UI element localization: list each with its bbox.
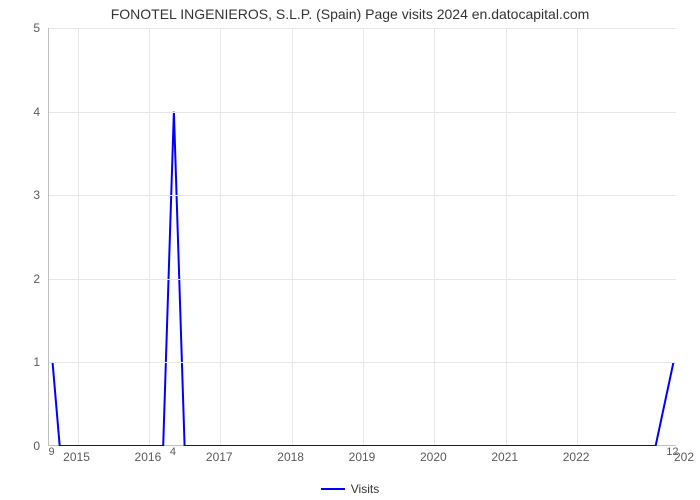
grid-v: [363, 28, 364, 445]
x-tick-label: 2017: [199, 450, 239, 464]
plot-area: [48, 28, 676, 446]
grid-v: [292, 28, 293, 445]
y-tick-label: 1: [10, 355, 40, 369]
legend-label: Visits: [351, 482, 379, 496]
y-tick-label: 2: [10, 272, 40, 286]
y-tick-label: 4: [10, 105, 40, 119]
grid-v: [577, 28, 578, 445]
x-minor-label: 9: [40, 446, 64, 458]
x-tick-label: 2020: [413, 450, 453, 464]
x-tick-label: 2021: [485, 450, 525, 464]
y-tick-label: 5: [10, 21, 40, 35]
grid-v: [434, 28, 435, 445]
grid-v: [78, 28, 79, 445]
x-minor-label: 4: [161, 446, 185, 458]
grid-v: [506, 28, 507, 445]
legend-swatch: [321, 488, 345, 490]
legend: Visits: [0, 481, 700, 496]
x-tick-label: 2019: [342, 450, 382, 464]
chart-title: FONOTEL INGENIEROS, S.L.P. (Spain) Page …: [0, 6, 700, 22]
y-tick-label: 3: [10, 188, 40, 202]
x-tick-label: 2018: [271, 450, 311, 464]
grid-v: [149, 28, 150, 445]
grid-v: [220, 28, 221, 445]
x-minor-label: 12: [660, 446, 684, 458]
x-tick-label: 2022: [556, 450, 596, 464]
y-tick-label: 0: [10, 439, 40, 453]
